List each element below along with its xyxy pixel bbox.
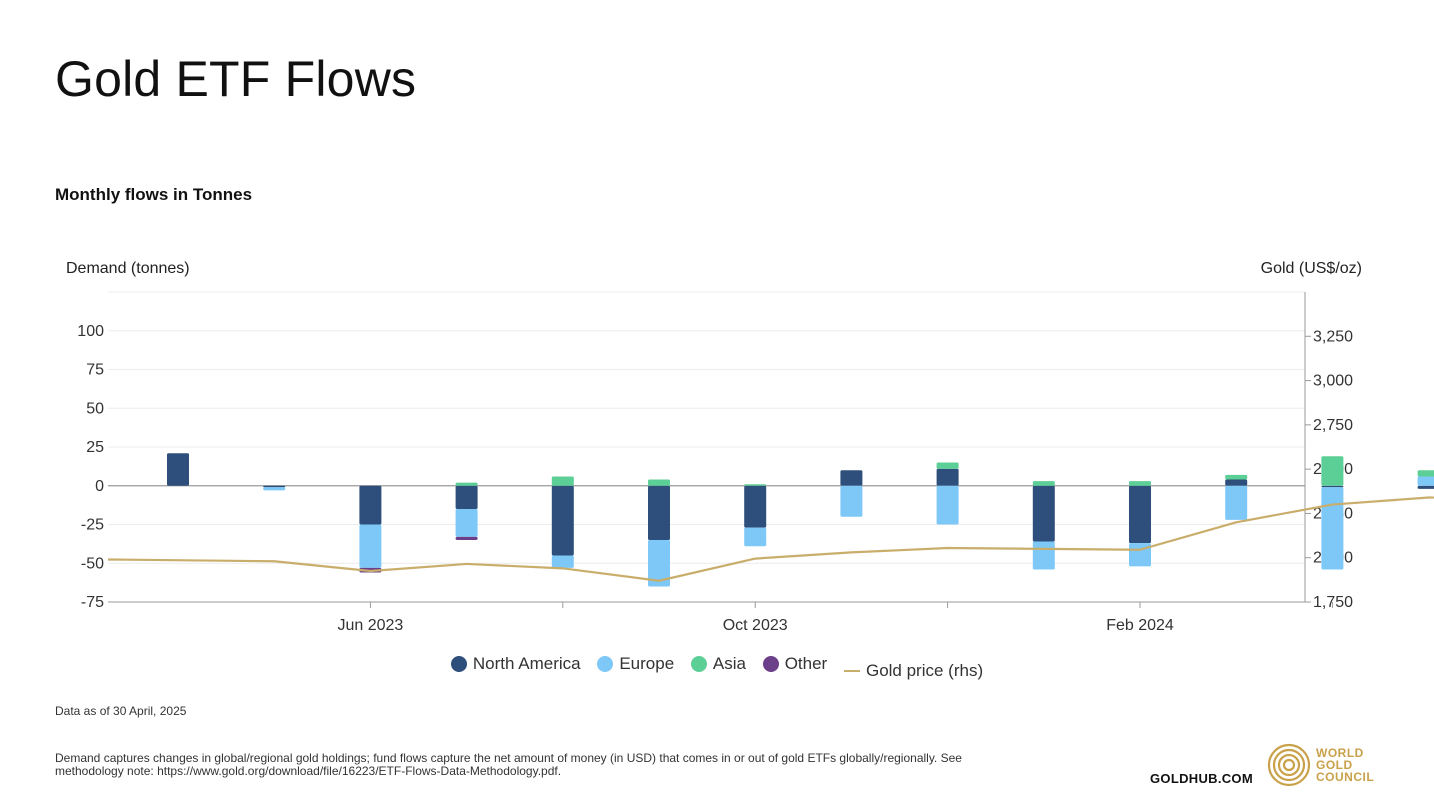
bar-europe [1321, 487, 1344, 570]
bar-north-america [1129, 485, 1151, 544]
bar-europe [744, 527, 767, 547]
logo-text-gold: GOLD [1316, 758, 1353, 772]
bar-north-america [551, 485, 574, 556]
y-tick-label: -50 [81, 555, 104, 572]
north-america-swatch-icon [450, 656, 467, 672]
bar-north-america [1321, 485, 1344, 488]
left-axis-title: Demand (tonnes) [66, 260, 190, 277]
bar-europe [648, 540, 670, 587]
bar-asia [551, 476, 574, 486]
legend-label-asia: Asia [712, 654, 746, 673]
y-tick-label: 0 [95, 478, 104, 495]
x-tick-label: Jun 2023 [337, 617, 403, 634]
legend-label-north-america: North America [472, 654, 581, 673]
y-tick-label: -25 [81, 517, 104, 534]
bar-europe [263, 487, 286, 491]
bar-asia [1417, 470, 1434, 477]
bar-asia [1321, 456, 1344, 486]
bar-north-america [1225, 479, 1248, 486]
bar-asia [455, 482, 478, 486]
y2-tick-label: 3,250 [1313, 328, 1353, 345]
bar-europe [359, 524, 382, 568]
right-axis-title: Gold (US$/oz) [1260, 260, 1362, 277]
bar-north-america [1417, 485, 1434, 489]
world-gold-council-logo: WORLD GOLD COUNCIL [1266, 742, 1374, 788]
bar-europe [551, 555, 574, 568]
asia-swatch-icon [690, 656, 707, 672]
y-tick-label: 50 [86, 400, 104, 417]
bar-north-america [1032, 485, 1055, 542]
data-date-note: Data as of 30 April, 2025 [55, 704, 187, 718]
legend-item-north-america[interactable]: North America [450, 654, 581, 674]
legend-label-other: Other [784, 654, 828, 673]
bar-north-america [359, 485, 382, 525]
legend-item-other[interactable]: Other [762, 654, 828, 674]
bar-asia [744, 484, 767, 486]
gold-price-line-icon [843, 670, 860, 672]
other-swatch-icon [762, 656, 779, 672]
bar-europe [1225, 485, 1248, 520]
wgc-rings-icon [1267, 743, 1311, 787]
x-tick-label: Feb 2024 [1106, 617, 1174, 634]
legend-item-asia[interactable]: Asia [690, 654, 746, 674]
logo-text-council: COUNCIL [1316, 770, 1375, 784]
y-tick-label: -75 [81, 594, 104, 611]
y-tick-label: 100 [77, 323, 104, 340]
bar-asia [648, 479, 670, 486]
gold-price-line [107, 496, 1434, 582]
bar-europe [1032, 541, 1055, 570]
y2-tick-label: 2,750 [1313, 417, 1353, 434]
etf-flows-chart: -75-50-2502550751001,7502,0002,2502,5002… [77, 291, 1434, 634]
europe-swatch-icon [597, 656, 614, 672]
bar-north-america [840, 470, 863, 486]
bar-north-america [744, 485, 767, 528]
x-tick-label: Oct 2023 [723, 617, 788, 634]
bar-north-america [648, 485, 670, 540]
bar-asia [936, 462, 959, 469]
bar-north-america [455, 485, 478, 509]
bar-north-america [263, 485, 286, 488]
goldhub-link[interactable]: GOLDHUB.COM [1150, 771, 1253, 786]
y-tick-label: 25 [86, 439, 104, 456]
y2-tick-label: 1,750 [1313, 594, 1353, 611]
bar-europe [840, 485, 863, 517]
bar-asia [1129, 481, 1151, 486]
legend-label-europe: Europe [619, 654, 675, 673]
bar-europe [936, 485, 959, 525]
bar-north-america [936, 468, 959, 486]
bar-other [455, 536, 478, 540]
methodology-footnote: Demand captures changes in global/region… [55, 751, 962, 778]
y-tick-label: 75 [86, 362, 104, 379]
page-title: Gold ETF Flows [55, 51, 417, 107]
legend: North America Europe Asia Other Gold pri… [0, 654, 1434, 681]
legend-item-europe[interactable]: Europe [597, 654, 674, 674]
bar-asia [1032, 481, 1055, 486]
chart-subtitle: Monthly flows in Tonnes [55, 185, 253, 204]
bar-north-america [167, 453, 189, 486]
bar-asia [1225, 474, 1248, 480]
bar-europe [455, 509, 478, 537]
bar-europe [1417, 476, 1434, 486]
legend-item-gold-price[interactable]: Gold price (rhs) [843, 661, 984, 681]
logo-text-world: WORLD [1316, 746, 1364, 760]
legend-label-gold-price: Gold price (rhs) [865, 661, 984, 680]
y2-tick-label: 3,000 [1313, 373, 1353, 390]
